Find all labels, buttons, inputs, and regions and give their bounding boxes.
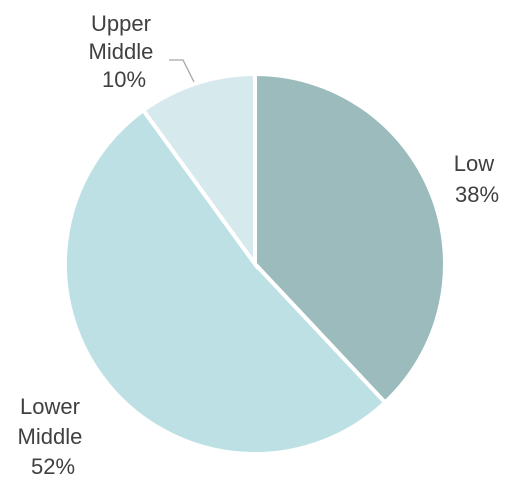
label-upper-middle-percent: 10% bbox=[102, 67, 146, 92]
label-upper-middle-line-2: Middle bbox=[89, 39, 154, 64]
pie-slices bbox=[62, 71, 447, 457]
label-low-percent: 38% bbox=[455, 182, 499, 207]
label-upper-middle-line-1: Upper bbox=[91, 11, 151, 36]
label-low-line-1: Low bbox=[454, 151, 494, 176]
upper-middle-leader-line bbox=[169, 59, 195, 83]
pie-slice-lower-middle bbox=[62, 107, 388, 457]
label-upper-middle: Upper Middle 10% bbox=[89, 11, 160, 92]
label-lower-middle-line-2: Middle bbox=[18, 424, 83, 449]
label-low: Low 38% bbox=[454, 151, 500, 207]
pie-slice-low bbox=[253, 71, 447, 406]
label-lower-middle: Lower Middle 52% bbox=[18, 394, 89, 479]
label-lower-middle-line-1: Lower bbox=[20, 394, 80, 419]
pie-slice-upper-middle bbox=[140, 71, 257, 271]
label-lower-middle-percent: 52% bbox=[31, 454, 75, 479]
